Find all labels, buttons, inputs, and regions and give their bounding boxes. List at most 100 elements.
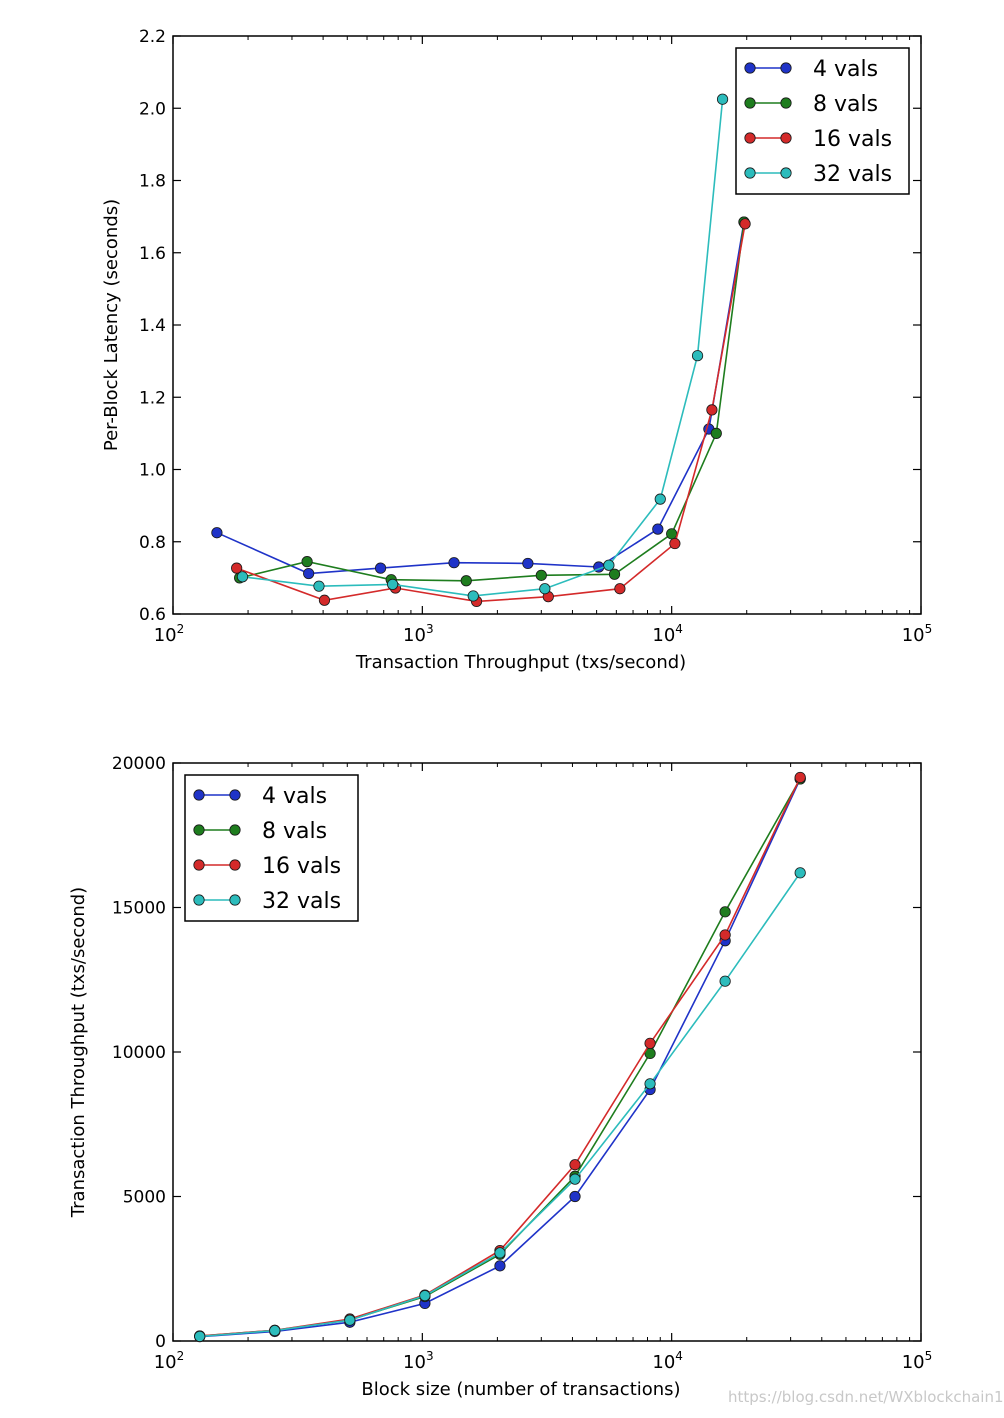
legend-marker <box>780 62 792 74</box>
y-tick-label: 1.2 <box>139 388 166 408</box>
y-tick-label: 1.6 <box>139 244 166 264</box>
data-point <box>569 1173 581 1185</box>
data-point <box>387 578 399 590</box>
legend-item: 16 vals <box>193 854 341 879</box>
y-tick-label: 1.4 <box>139 316 166 336</box>
legend-label: 4 vals <box>813 57 878 82</box>
legend-marker <box>744 132 756 144</box>
data-point <box>719 906 731 918</box>
legend-label: 16 vals <box>813 127 892 152</box>
y-tick-label: 0.6 <box>139 605 166 625</box>
data-point <box>419 1290 431 1302</box>
legend-marker <box>193 859 205 871</box>
throughput-vs-blocksize-chart: 102 103 104 105 0 5000 10000 15000 20000 Block si… <box>68 754 932 1400</box>
data-point <box>303 567 315 580</box>
data-point <box>603 559 615 571</box>
legend-item: 4 vals <box>744 57 878 82</box>
series-32-vals <box>194 867 806 1342</box>
x-axis-label: Block size (number of transactions) <box>361 1379 680 1400</box>
data-point <box>448 557 460 569</box>
y-tick-label: 0 <box>155 1332 166 1352</box>
y-tick-label: 1.8 <box>139 172 166 192</box>
series-32-vals <box>236 93 729 602</box>
data-point <box>710 427 722 439</box>
data-point <box>569 1190 581 1203</box>
y-axis-label: Per-Block Latency (seconds) <box>101 199 122 451</box>
data-point <box>739 218 751 230</box>
x-tick-label: 102 <box>154 622 185 646</box>
data-point <box>569 1159 581 1171</box>
legend-label: 8 vals <box>262 819 327 844</box>
data-point <box>236 571 249 583</box>
data-point <box>194 1330 206 1342</box>
data-point <box>716 93 729 105</box>
data-point <box>313 580 325 592</box>
x-minor-ticks <box>247 36 911 614</box>
x-axis-label: Transaction Throughput (txs/second) <box>355 652 686 673</box>
data-point <box>666 528 678 540</box>
y-tick-label: 2.2 <box>139 27 166 47</box>
legend-box <box>735 47 910 195</box>
legend-marker <box>193 894 205 906</box>
y-tick-label: 1.0 <box>139 461 166 481</box>
legend-item: 8 vals <box>744 92 878 117</box>
data-point <box>794 867 806 879</box>
legend-marker <box>744 167 756 179</box>
x-tick-label: 103 <box>403 1349 434 1373</box>
data-point <box>467 590 479 602</box>
data-point <box>654 493 666 505</box>
data-point <box>535 569 547 581</box>
data-point <box>644 1078 656 1090</box>
legend-item: 8 vals <box>193 819 327 844</box>
data-point <box>652 523 664 535</box>
legend-item: 32 vals <box>744 162 892 187</box>
y-tick-label: 15000 <box>112 899 166 919</box>
y-axis-label: Transaction Throughput (txs/second) <box>68 887 89 1218</box>
data-point <box>719 929 731 941</box>
x-tick-label: 104 <box>652 1349 683 1373</box>
data-point <box>374 562 387 574</box>
legend-label: 4 vals <box>262 784 327 809</box>
watermark-text: https://blog.csdn.net/WXblockchain1 <box>728 1388 1004 1406</box>
legend-marker <box>193 824 205 836</box>
data-point <box>460 575 472 587</box>
data-point <box>644 1037 656 1049</box>
y-tick-label: 10000 <box>112 1043 166 1063</box>
data-point <box>344 1314 356 1326</box>
legend-marker <box>780 97 792 109</box>
x-tick-label: 102 <box>154 1349 185 1373</box>
y-tick-label: 5000 <box>123 1188 166 1208</box>
legend-marker <box>229 789 241 801</box>
y-tick-label: 20000 <box>112 754 166 774</box>
legend-marker <box>229 824 241 836</box>
data-point <box>269 1324 281 1337</box>
legend-item: 32 vals <box>193 889 341 914</box>
legend-box <box>184 774 359 922</box>
x-tick-label: 103 <box>403 622 434 646</box>
data-point <box>494 1260 506 1272</box>
legend-item: 16 vals <box>744 127 892 152</box>
legend-marker <box>193 789 205 801</box>
data-point <box>691 350 704 362</box>
data-point <box>494 1247 506 1259</box>
y-tick-label: 2.0 <box>139 99 166 119</box>
data-point <box>719 975 731 987</box>
legend-label: 16 vals <box>262 854 341 879</box>
data-point <box>522 557 534 570</box>
data-point <box>669 537 681 550</box>
x-minor-ticks <box>247 763 911 1341</box>
legend-marker <box>229 894 241 906</box>
data-point <box>706 404 718 416</box>
y-tick-label: 0.8 <box>139 533 166 553</box>
legend-marker <box>744 62 756 74</box>
legend-marker <box>744 97 756 109</box>
legend-label: 32 vals <box>262 889 341 914</box>
data-point <box>231 562 243 574</box>
data-point <box>614 583 626 595</box>
legend-marker <box>780 167 792 179</box>
data-point <box>539 583 551 595</box>
legend-item: 4 vals <box>193 784 327 809</box>
data-point <box>211 527 223 539</box>
legend: 4 vals 8 vals 16 vals 32 vals <box>184 774 359 922</box>
